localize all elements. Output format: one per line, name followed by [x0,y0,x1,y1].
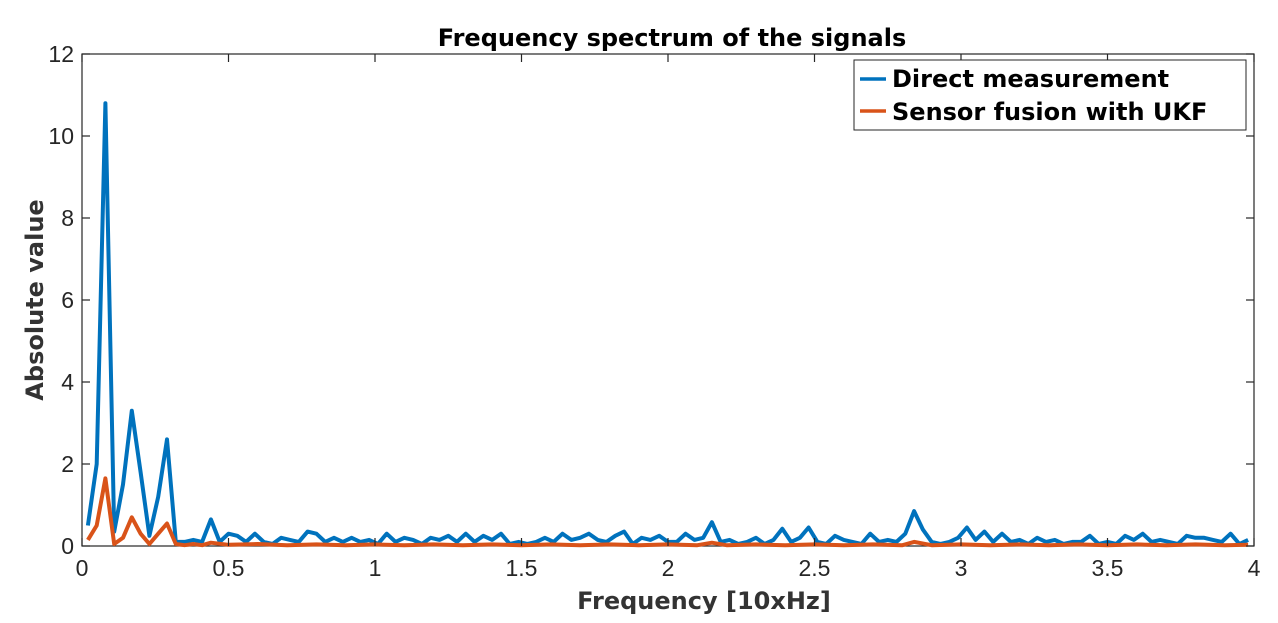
x-axis-ticks: 0 0.5 1 1.5 2 2.5 3 3.5 4 [76,54,1261,581]
legend-label-sensor-fusion: Sensor fusion with UKF [892,98,1207,126]
legend: Direct measurement Sensor fusion with UK… [853,59,1247,131]
series-line-sensor-fusion [86,476,1249,548]
y-axis-label: Absolute value [21,199,49,400]
x-tick-label: 1 [369,555,382,581]
chart-title: Frequency spectrum of the signals [438,24,907,52]
y-tick-label: 10 [48,123,74,149]
x-tick-label: 2 [662,555,675,581]
y-tick-label: 0 [61,533,74,559]
x-tick-label: 3 [955,555,968,581]
x-tick-label: 0 [76,555,89,581]
y-tick-label: 2 [61,451,74,477]
x-tick-label: 4 [1248,555,1261,581]
x-tick-label: 0.5 [213,555,245,581]
y-tick-label: 8 [61,205,74,231]
y-tick-label: 12 [48,41,74,67]
y-axis-ticks: 0 2 4 6 8 10 12 [48,41,1254,559]
x-tick-label: 2.5 [799,555,831,581]
plot-area [81,53,1255,547]
x-axis-label: Frequency [10xHz] [577,587,831,615]
y-tick-label: 4 [61,369,74,395]
legend-label-direct-measurement: Direct measurement [892,65,1169,93]
legend-box [853,59,1247,131]
y-tick-label: 6 [61,287,74,313]
x-tick-label: 1.5 [506,555,538,581]
x-tick-label: 3.5 [1092,555,1124,581]
